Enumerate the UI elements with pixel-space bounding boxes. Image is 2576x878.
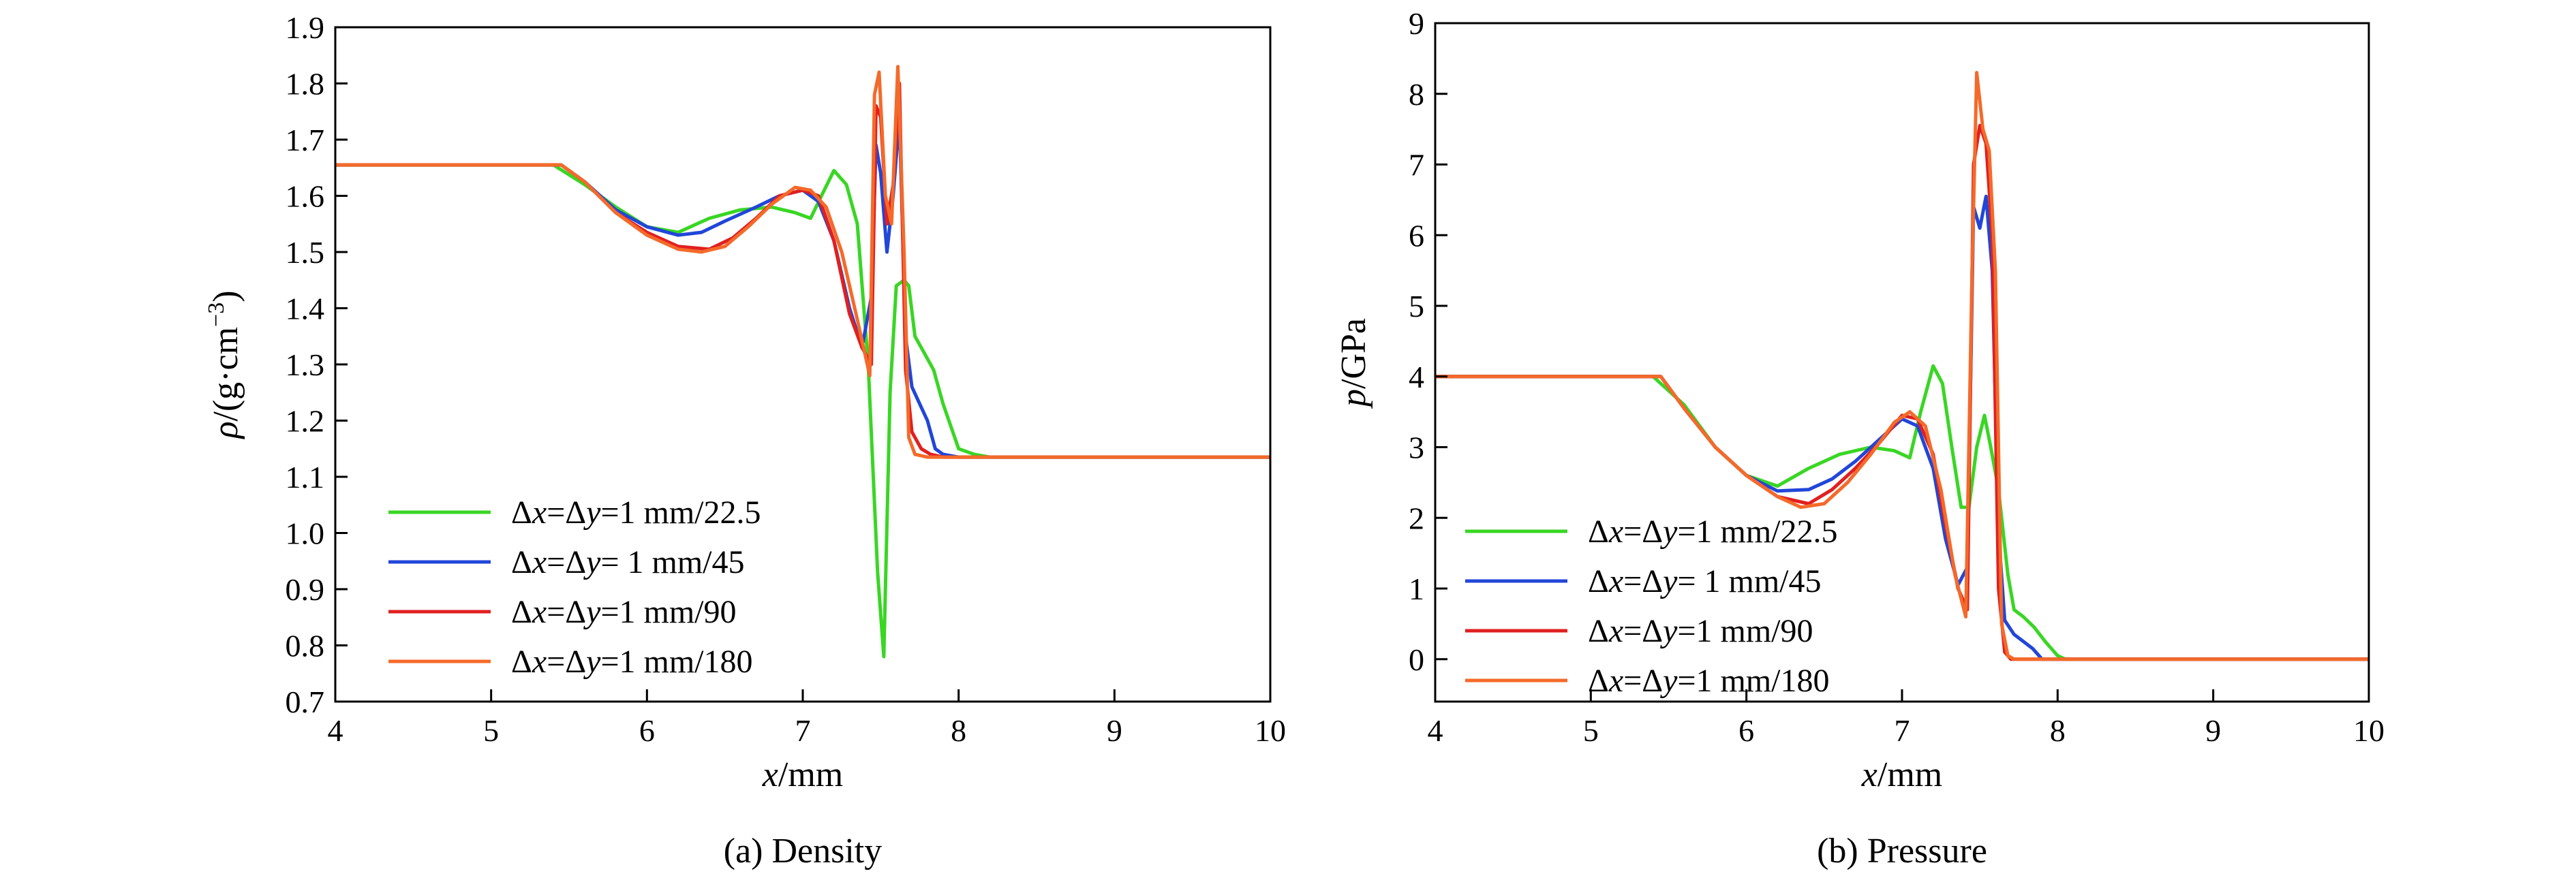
legend-label-4: Δx=Δy=1 mm/180 (511, 644, 753, 680)
x-tick-label: 6 (639, 713, 655, 748)
legend-label-3: Δx=Δy=1 mm/90 (1588, 613, 1813, 649)
legend-label-1: Δx=Δy=1 mm/22.5 (1588, 514, 1838, 550)
y-tick-label: 1.7 (286, 123, 325, 157)
x-tick-label: 4 (328, 713, 343, 748)
y-tick-label: 1.4 (286, 292, 325, 326)
series-line-3 (1435, 123, 2369, 661)
y-tick-label: 0 (1409, 642, 1424, 677)
series-line-4 (335, 65, 1270, 459)
y-tick-label: 1.8 (286, 67, 325, 101)
series-line-2 (1435, 194, 2369, 661)
x-tick-label: 4 (1428, 713, 1443, 748)
x-tick-label: 9 (2205, 713, 2221, 748)
legend-label-1: Δx=Δy=1 mm/22.5 (511, 495, 761, 531)
series-lines (1435, 71, 2369, 661)
y-tick-label: 1.3 (286, 347, 325, 382)
legend-label-3: Δx=Δy=1 mm/90 (511, 594, 737, 630)
x-tick-label: 8 (951, 713, 966, 748)
y-axis-title: ρ/(g·cm−3) (204, 290, 245, 439)
x-axis-title: x/mm (1861, 755, 1942, 794)
y-tick-label: 1.2 (286, 404, 325, 439)
x-tick-label: 5 (483, 713, 499, 748)
series-line-2 (335, 115, 1270, 459)
series-line-3 (335, 82, 1270, 459)
y-tick-label: 0.8 (286, 629, 325, 663)
y-tick-label: 3 (1409, 430, 1424, 465)
y-tick-label: 1.1 (286, 460, 325, 495)
x-tick-label: 5 (1583, 713, 1599, 748)
panel-caption: (b) Pressure (1817, 832, 1987, 871)
y-axis-title: p/GPa (1334, 318, 1373, 409)
y-tick-label: 0.9 (286, 572, 325, 607)
legend-label-2: Δx=Δy= 1 mm/45 (1588, 563, 1822, 599)
y-tick-label: 1 (1409, 571, 1424, 606)
y-tick-label: 8 (1409, 77, 1424, 112)
y-tick-label: 1.5 (286, 235, 325, 270)
x-tick-label: 7 (795, 713, 811, 748)
series-lines (335, 65, 1270, 659)
panel-caption: (a) Density (724, 832, 882, 871)
legend-label-4: Δx=Δy=1 mm/180 (1588, 663, 1830, 699)
y-tick-label: 9 (1409, 6, 1424, 41)
x-tick-label: 10 (2353, 713, 2385, 748)
legend-label-2: Δx=Δy= 1 mm/45 (511, 544, 745, 580)
series-line-1 (1435, 364, 2369, 661)
x-tick-label: 6 (1738, 713, 1754, 748)
legend: Δx=Δy=1 mm/22.5 Δx=Δy= 1 mm/45 Δx=Δy=1 mm/… (1465, 514, 1838, 699)
plot-frame (334, 26, 1272, 703)
y-tick-label: 2 (1409, 501, 1424, 535)
y-tick-label: 1.6 (286, 179, 325, 214)
y-tick-label: 1.9 (286, 10, 325, 45)
x-axis-title: x/mm (762, 755, 843, 794)
x-tick-label: 8 (2050, 713, 2066, 748)
x-tick-label: 10 (1255, 713, 1286, 748)
y-tick-label: 4 (1409, 360, 1424, 394)
density-panel: 4 5 6 7 8 9 10 0.7 0.8 0.9 1.0 1.1 1.2 1.3 1.4 1.5 1.6 1.… (204, 10, 1286, 871)
y-tick-label: 1.0 (286, 516, 325, 551)
series-line-1 (335, 163, 1270, 659)
y-tick-label: 6 (1409, 218, 1424, 253)
y-tick-label: 7 (1409, 148, 1424, 183)
x-tick-label: 9 (1107, 713, 1122, 748)
y-tick-label: 5 (1409, 289, 1424, 324)
pressure-panel: 4 5 6 7 8 9 10 0 1 2 3 4 5 6 7 8 9 x/mm p/GPa (b) Pressure Δ… (1334, 6, 2385, 871)
legend: Δx=Δy=1 mm/22.5 Δx=Δy= 1 mm/45 Δx=Δy=1 mm/… (388, 495, 761, 680)
x-tick-label: 7 (1895, 713, 1910, 748)
plot-frame (1434, 22, 2370, 703)
series-line-4 (1435, 71, 2369, 661)
y-tick-label: 0.7 (286, 685, 325, 719)
